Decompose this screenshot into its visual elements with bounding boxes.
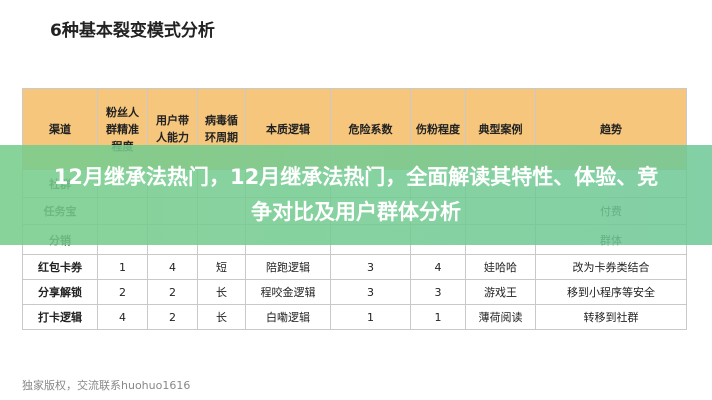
cell: 4 <box>147 254 198 280</box>
banner: 12月继承法热门，12月继承法热门，全面解读其特性、体验、竞争对比及用户群体分析 <box>0 145 712 245</box>
cell: 移到小程序等安全 <box>535 279 687 305</box>
cell: 2 <box>147 279 198 305</box>
cell: 3 <box>330 254 411 280</box>
cell: 改为卡券类结合 <box>535 254 687 280</box>
cell: 长 <box>197 304 246 330</box>
cell: 2 <box>97 279 148 305</box>
cell: 白嘞逻辑 <box>245 304 331 330</box>
cell: 3 <box>410 279 466 305</box>
cell: 陪跑逻辑 <box>245 254 331 280</box>
table-row: 打卡逻辑 4 2 长白嘞逻辑 1 1 薄荷阅读 转移到社群 <box>22 304 687 330</box>
cell: 短 <box>197 254 246 280</box>
cell: 4 <box>410 254 466 280</box>
cell: 3 <box>330 279 411 305</box>
cell: 娃哈哈 <box>465 254 536 280</box>
row-label: 分享解锁 <box>22 279 98 305</box>
banner-text: 12月继承法热门，12月继承法热门，全面解读其特性、体验、竞争对比及用户群体分析 <box>53 165 659 224</box>
cell: 转移到社群 <box>535 304 687 330</box>
row-label: 打卡逻辑 <box>22 304 98 330</box>
cell: 1 <box>97 254 148 280</box>
cell: 1 <box>410 304 466 330</box>
table-row: 分享解锁 2 2 长程咬金逻辑 3 3 游戏王 移到小程序等安全 <box>22 279 687 305</box>
title: 6种基本裂变模式分析 <box>50 21 215 41</box>
cell: 2 <box>147 304 198 330</box>
cell: 4 <box>97 304 148 330</box>
cell: 长 <box>197 279 246 305</box>
cell: 游戏王 <box>465 279 536 305</box>
row-label: 红包卡券 <box>22 254 98 280</box>
cell: 1 <box>330 304 411 330</box>
cell: 程咬金逻辑 <box>245 279 331 305</box>
footer: 独家版权，交流联系huohuo1616 <box>22 379 191 392</box>
cell: 薄荷阅读 <box>465 304 536 330</box>
table-row: 红包卡券 1 4 短陪跑逻辑 3 4 娃哈哈 改为卡券类结合 <box>22 254 687 280</box>
